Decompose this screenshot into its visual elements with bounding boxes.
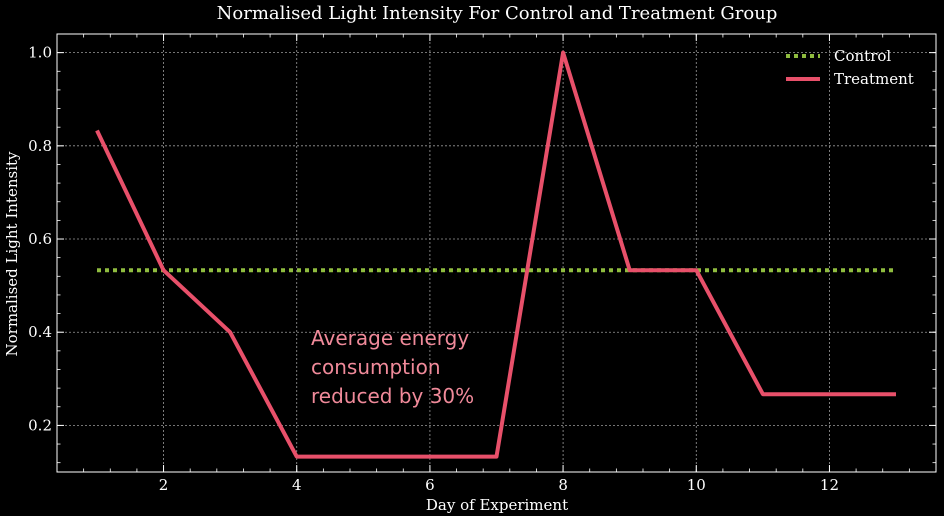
legend-control-label: Control: [834, 47, 891, 65]
x-axis-label: Day of Experiment: [426, 496, 568, 514]
x-tick-label: 4: [292, 476, 302, 494]
legend: Control Treatment: [786, 47, 914, 88]
annotation-line-1: Average energy: [311, 326, 469, 350]
annotation-line-2: consumption: [311, 355, 441, 379]
y-tick-label: 0.8: [28, 137, 52, 155]
y-axis-label: Normalised Light Intensity: [3, 151, 21, 357]
x-tick-label: 12: [820, 476, 839, 494]
chart-title: Normalised Light Intensity For Control a…: [217, 3, 778, 24]
annotation-text: Average energy consumption reduced by 30…: [311, 326, 474, 408]
series-line-treatment: [95, 50, 896, 459]
y-tick-label: 1.0: [28, 44, 52, 62]
x-tick-label: 10: [687, 476, 706, 494]
plot-frame: [56, 33, 937, 473]
y-tick-label: 0.4: [28, 323, 52, 341]
legend-treatment-label: Treatment: [834, 70, 914, 88]
x-tick-label: 8: [558, 476, 568, 494]
annotation-line-3: reduced by 30%: [311, 384, 474, 408]
y-tick-label: 0.2: [28, 416, 52, 434]
x-tick-label: 2: [159, 476, 169, 494]
axes-layer: [56, 33, 937, 473]
grid-layer: [57, 34, 936, 472]
y-tick-label: 0.6: [28, 230, 52, 248]
ticks-layer: 2 4 6 8 10 12 0.2 0.4 0.6 0.8 1.0: [28, 33, 936, 494]
series-layer: [95, 50, 896, 459]
x-tick-label: 6: [425, 476, 435, 494]
